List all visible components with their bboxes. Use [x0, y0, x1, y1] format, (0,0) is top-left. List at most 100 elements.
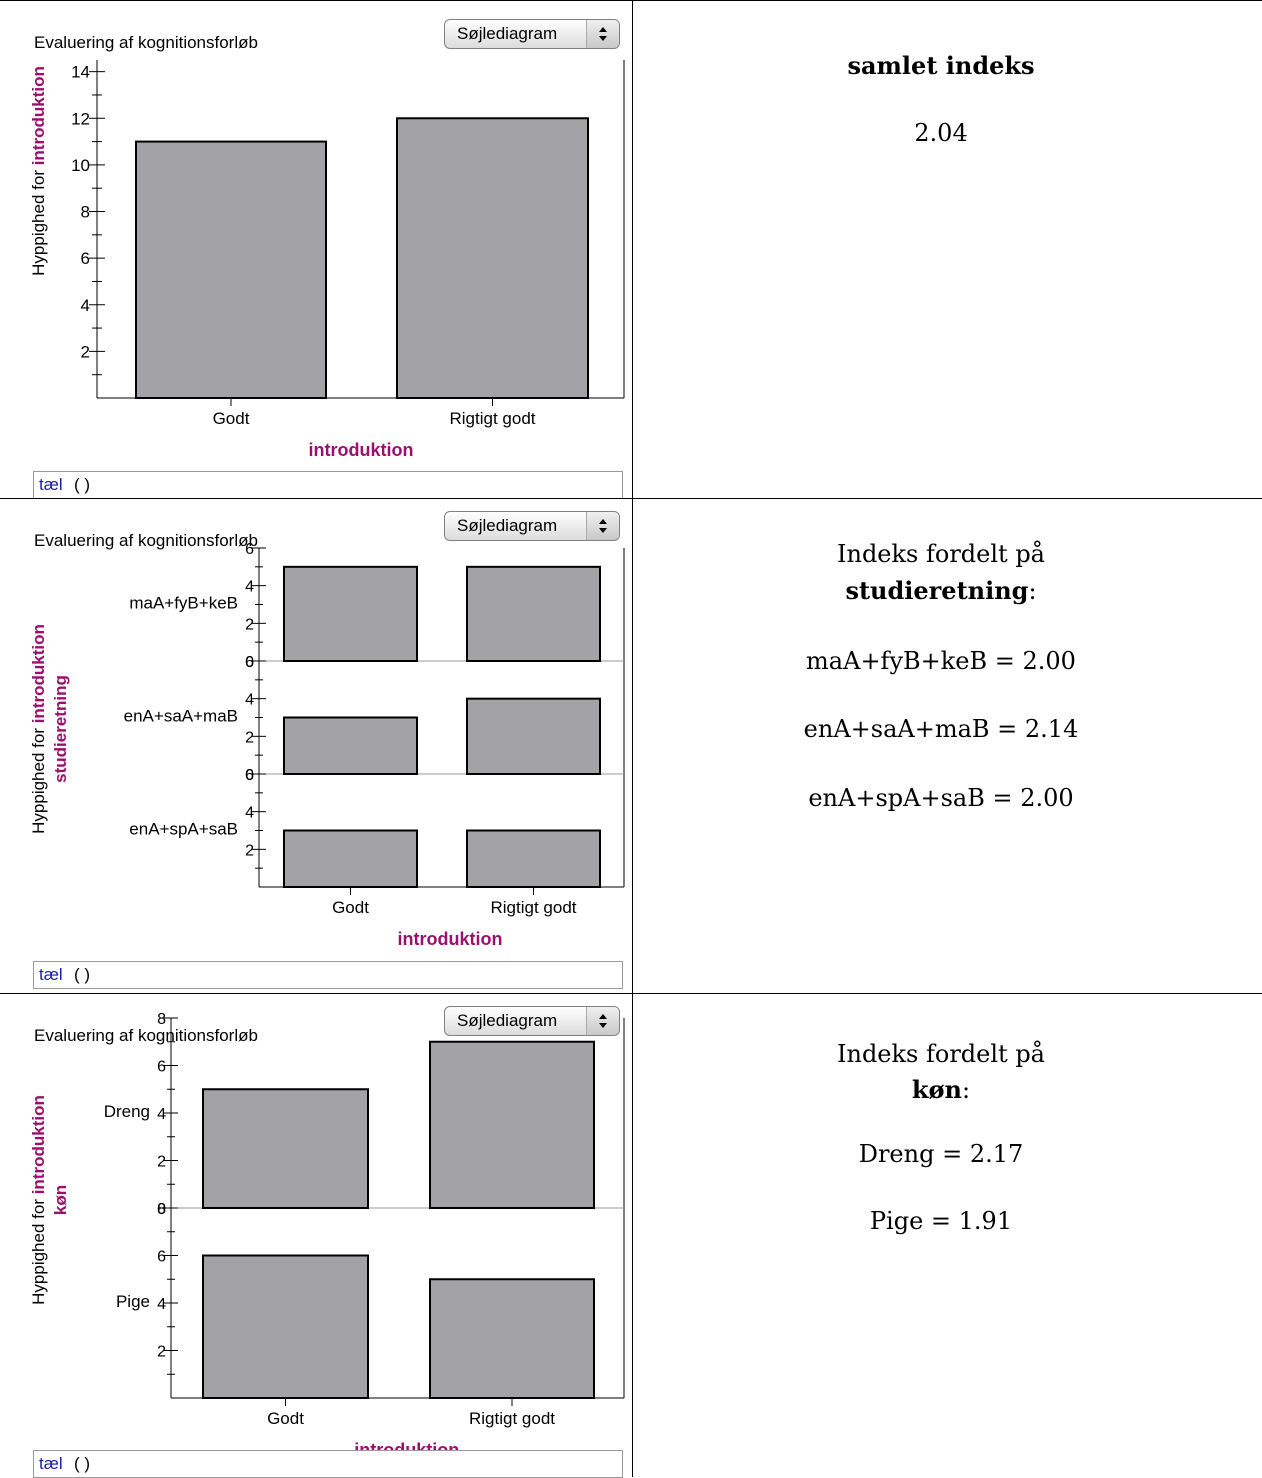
- y-tick-label: 8: [157, 1011, 166, 1028]
- x-tick-label: Godt: [332, 898, 369, 917]
- bar: [429, 1278, 595, 1399]
- y-tick-label: 2: [245, 729, 254, 746]
- y-tick-label: 0: [245, 654, 254, 671]
- facet-label: Dreng: [104, 1102, 150, 1121]
- bar: [283, 565, 418, 662]
- overall-index-value: 2.04: [914, 119, 968, 147]
- y-tick-label: 4: [157, 1106, 166, 1123]
- index-item: enA+spA+saB = 2.00: [808, 784, 1074, 812]
- index-variable-line: studieretning:: [633, 576, 1249, 605]
- y-tick-label: 2: [81, 342, 90, 361]
- chart-panel-overall: Evaluering af kognitionsforløb Søjlediag…: [0, 1, 632, 499]
- chart-type-select[interactable]: Søjlediagram: [444, 1006, 620, 1036]
- index-colon: :: [1028, 577, 1037, 605]
- y-tick-label: 6: [245, 541, 254, 558]
- y-tick-label: 12: [71, 109, 90, 128]
- y-tick-label: 14: [71, 63, 90, 82]
- formula-parens: ( ): [74, 965, 91, 984]
- x-axis-label: introduktion: [309, 440, 414, 460]
- index-cell-studieretning: Indeks fordelt på studieretning: maA+fyB…: [633, 499, 1262, 993]
- y-tick-label: 10: [71, 156, 90, 175]
- bar: [429, 1040, 595, 1209]
- x-tick-label: Rigtigt godt: [491, 898, 577, 917]
- y-tick-label: 2: [245, 842, 254, 859]
- split-variable-label: køn: [51, 1185, 70, 1215]
- y-tick-label: 6: [245, 767, 254, 784]
- chart-title: Evaluering af kognitionsforløb: [34, 1026, 258, 1045]
- y-axis-label: Hyppighed for introduktion: [29, 624, 48, 834]
- y-tick-label: 4: [81, 296, 90, 315]
- formula-field[interactable]: tæl ( ): [33, 1450, 623, 1478]
- updown-arrows-icon[interactable]: [586, 512, 619, 540]
- chart-title: Evaluering af kognitionsforløb: [34, 33, 258, 52]
- y-tick-label: 2: [157, 1344, 166, 1361]
- overall-index-heading: samlet indeks: [847, 51, 1035, 80]
- column-divider: [632, 0, 633, 1477]
- chart-type-select[interactable]: Søjlediagram: [444, 511, 620, 541]
- y-tick-label: 2: [157, 1154, 166, 1171]
- y-tick-label: 8: [81, 203, 90, 222]
- index-item: enA+saA+maB = 2.14: [803, 715, 1079, 743]
- index-intro: Indeks fordelt på: [837, 540, 1045, 568]
- chart-title: Evaluering af kognitionsforløb: [34, 531, 258, 550]
- x-tick-label: Rigtigt godt: [450, 409, 536, 428]
- table-row-studieretning: Evaluering af kognitionsforløb Søjlediag…: [0, 498, 1262, 993]
- y-tick-label: 6: [157, 1249, 166, 1266]
- formula-keyword: tæl: [39, 475, 63, 494]
- formula-parens: ( ): [74, 475, 91, 494]
- chart-type-select[interactable]: Søjlediagram: [444, 19, 620, 49]
- chart-type-select-label: Søjlediagram: [457, 516, 558, 535]
- index-item: maA+fyB+keB = 2.00: [806, 647, 1076, 675]
- formula-field[interactable]: tæl ( ): [33, 961, 623, 989]
- y-axis-label: Hyppighed for introduktion: [29, 1095, 48, 1305]
- chart-panel-koen: Evaluering af kognitionsforløb Søjlediag…: [0, 994, 632, 1478]
- y-tick-label: 8: [157, 1201, 166, 1218]
- x-tick-label: Godt: [267, 1409, 304, 1428]
- bar-chart-studieretning: 0 2 4 6 maA+fyB+keB 0 2 4 6 enA+saA+maB 2 4 6 enA+spA…: [29, 541, 625, 949]
- facet-label: enA+spA+saB: [129, 820, 238, 839]
- facet-label: Pige: [116, 1292, 150, 1311]
- split-variable-label: studieretning: [51, 675, 70, 783]
- y-tick-label: 4: [157, 1296, 166, 1313]
- bar: [466, 697, 601, 776]
- formula-keyword: tæl: [39, 965, 63, 984]
- updown-arrows-icon[interactable]: [586, 20, 619, 48]
- x-tick-label: Rigtigt godt: [469, 1409, 555, 1428]
- index-colon: :: [962, 1076, 971, 1104]
- bar: [466, 565, 601, 662]
- bar: [396, 117, 589, 400]
- formula-keyword: tæl: [39, 1454, 63, 1473]
- bar: [202, 1088, 369, 1209]
- y-tick-label: 4: [245, 805, 254, 822]
- chart-panel-studieretning: Evaluering af kognitionsforløb Søjlediag…: [0, 499, 632, 993]
- bar-chart-overall: 2 4 6 8 10 12 14 Hyppighed for introduktion Godt…: [29, 60, 625, 460]
- index-item: Dreng = 2.17: [858, 1140, 1024, 1168]
- index-variable-line: køn:: [633, 1075, 1249, 1104]
- index-item: Pige = 1.91: [869, 1207, 1013, 1235]
- bar: [283, 716, 418, 775]
- chart-type-select-label: Søjlediagram: [457, 1011, 558, 1030]
- x-tick-label: Godt: [213, 409, 250, 428]
- y-tick-label: 6: [81, 249, 90, 268]
- updown-arrows-icon[interactable]: [586, 1007, 619, 1035]
- index-variable: studieretning: [845, 576, 1029, 605]
- y-tick-label: 0: [245, 767, 254, 784]
- x-axis-label: introduktion: [398, 929, 503, 949]
- index-variable: køn: [911, 1075, 962, 1104]
- bar: [135, 140, 327, 399]
- y-tick-label: 2: [245, 616, 254, 633]
- bar: [283, 829, 418, 888]
- y-tick-label: 6: [157, 1059, 166, 1076]
- index-cell-overall: samlet indeks 2.04: [633, 1, 1262, 498]
- bar: [466, 829, 601, 888]
- index-intro: Indeks fordelt på: [837, 1040, 1045, 1068]
- index-cell-koen: Indeks fordelt på køn: Dreng = 2.17 Pige…: [633, 994, 1262, 1477]
- facet-label: maA+fyB+keB: [129, 594, 238, 613]
- table-row-koen: Evaluering af kognitionsforløb Søjlediag…: [0, 993, 1262, 1478]
- table-row-overall: Evaluering af kognitionsforløb Søjlediag…: [0, 0, 1262, 499]
- formula-field[interactable]: tæl ( ): [33, 471, 623, 499]
- y-tick-label: 6: [245, 654, 254, 671]
- facet-label: enA+saA+maB: [124, 707, 238, 726]
- y-axis-label: Hyppighed for introduktion: [29, 66, 48, 276]
- bar: [202, 1254, 369, 1399]
